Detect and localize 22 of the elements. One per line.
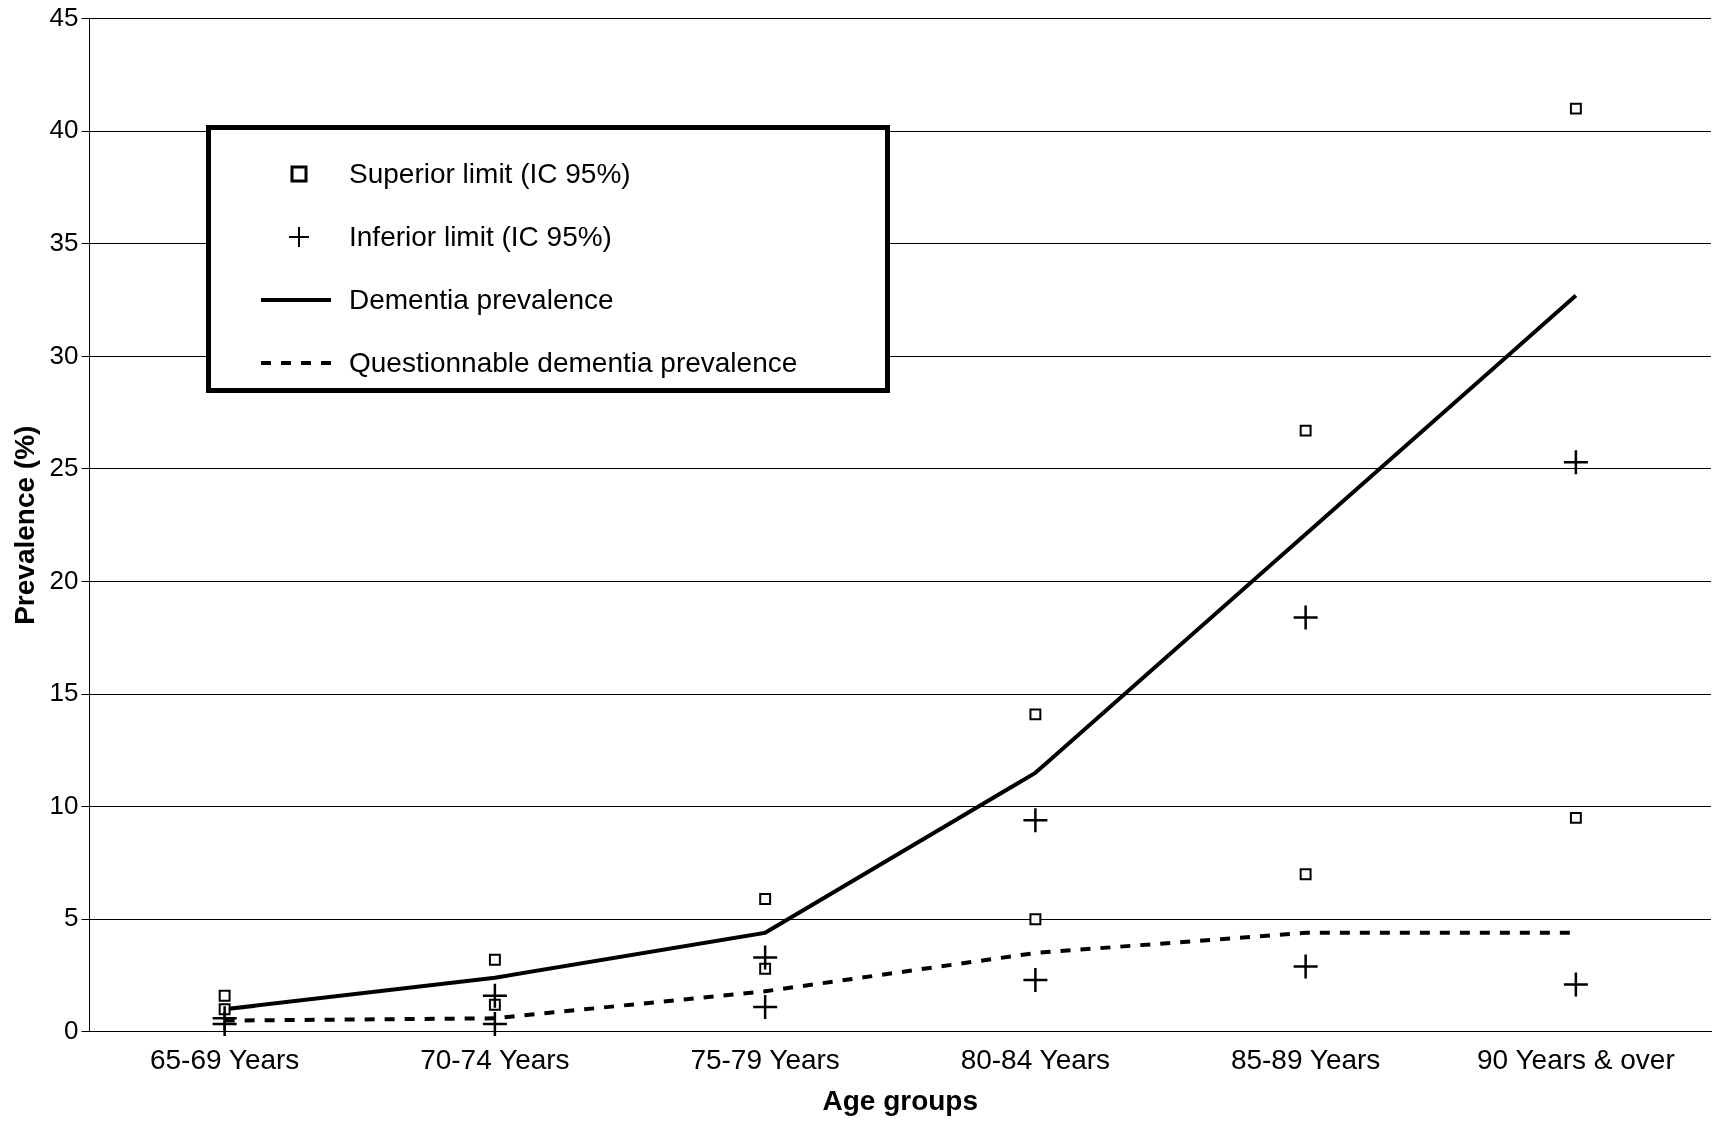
legend-label: Dementia prevalence	[349, 283, 614, 316]
y-tick-label: 5	[64, 902, 79, 933]
legend-label: Questionnable dementia prevalence	[349, 346, 798, 379]
y-tick-label: 15	[49, 677, 79, 708]
x-tick-label: 80-84 Years	[960, 1044, 1111, 1076]
x-axis-title: Age groups	[822, 1084, 979, 1116]
x-tick-label: 70-74 Years	[420, 1044, 570, 1076]
legend-label: Superior limit (IC 95%)	[349, 157, 631, 190]
x-tick-label: 85-89 Years	[1230, 1044, 1381, 1076]
y-axis-title: Prevalence (%)	[8, 425, 40, 625]
y-tick-label: 35	[49, 226, 79, 257]
y-tick-label: 30	[49, 339, 79, 370]
y-tick-label: 45	[49, 1, 79, 32]
y-tick-label: 0	[64, 1014, 79, 1045]
x-tick-label: 90 Years & over	[1477, 1044, 1675, 1076]
x-tick-label: 65-69 Years	[149, 1044, 300, 1076]
y-tick-label: 25	[49, 452, 79, 483]
x-tick-label: 75-79 Years	[690, 1044, 840, 1076]
legend-label: Inferior limit (IC 95%)	[349, 220, 612, 253]
y-tick-label: 10	[49, 789, 79, 820]
y-tick-label: 20	[49, 564, 79, 595]
y-tick-label: 40	[49, 114, 79, 145]
